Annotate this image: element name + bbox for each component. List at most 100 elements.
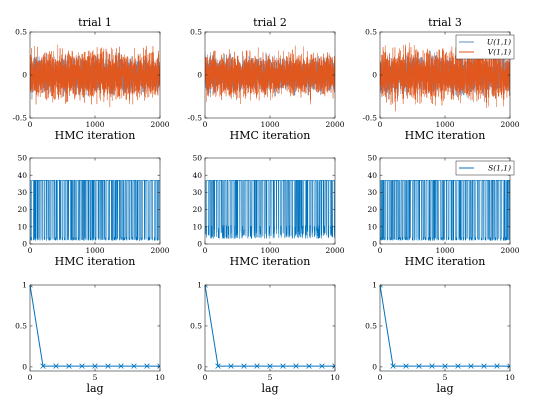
x-tick-label: 0: [203, 246, 208, 255]
x-tick-label: 0: [203, 373, 208, 382]
acf-marker-lag-5: [267, 363, 273, 369]
y-tick-label: 10: [17, 222, 27, 231]
y-tick-label: 30: [192, 188, 202, 197]
legend-label-V: V(1,1): [488, 48, 511, 57]
x-axis-label: lag: [86, 382, 103, 395]
y-tick-label: 0: [22, 363, 27, 372]
acf-marker-lag-8: [481, 363, 487, 369]
acf-marker-lag-1: [390, 363, 396, 369]
y-tick-label: 50: [192, 154, 202, 163]
x-tick-label: 2000: [325, 246, 344, 255]
plot-area: [30, 285, 160, 371]
y-tick-label: 0: [372, 363, 377, 372]
acf-marker-lag-0: [380, 285, 383, 288]
acf-marker-lag-2: [228, 363, 234, 369]
y-tick-label: 0.5: [15, 28, 27, 37]
series-group: [30, 285, 160, 369]
series-group: [205, 285, 335, 369]
acf-marker-lag-6: [455, 363, 461, 369]
x-axis-label: lag: [436, 382, 453, 395]
y-tick-label: 1: [197, 281, 202, 290]
y-tick-label: 0: [197, 71, 202, 80]
plot-area: [205, 285, 335, 371]
x-tick-label: 10: [155, 373, 165, 382]
x-tick-label: 2000: [500, 246, 519, 255]
series-line-S: [30, 180, 160, 242]
x-tick-label: 2000: [325, 120, 344, 129]
y-tick-label: 30: [17, 188, 27, 197]
y-tick-label: 0.5: [365, 28, 377, 37]
x-tick-label: 10: [505, 373, 515, 382]
x-tick-label: 0: [203, 120, 208, 129]
y-tick-label: 1: [372, 281, 377, 290]
acf-marker-lag-1: [40, 363, 46, 369]
legend-box: [455, 34, 515, 60]
legend: S(1,1): [455, 160, 515, 176]
acf-marker-lag-5: [92, 363, 98, 369]
acf-marker-lag-2: [53, 363, 59, 369]
x-axis-label: lag: [261, 382, 278, 395]
acf-marker-lag-0: [205, 285, 208, 288]
x-tick-label: 2000: [500, 120, 519, 129]
y-tick-label: 40: [17, 171, 27, 180]
y-tick-label: 0: [197, 240, 202, 249]
acf-marker-lag-5: [442, 363, 448, 369]
series-group: [30, 180, 160, 242]
y-tick-label: 10: [367, 222, 377, 231]
x-axis-label: HMC iteration: [230, 129, 311, 142]
series-line-V-2: [380, 42, 510, 112]
legend-box: [455, 160, 515, 176]
acf-marker-lag-3: [416, 363, 422, 369]
y-tick-label: -0.5: [13, 114, 28, 123]
acf-marker-lag-8: [306, 363, 312, 369]
y-tick-label: 0.5: [15, 322, 27, 331]
x-tick-label: 1000: [260, 246, 279, 255]
x-tick-label: 1000: [435, 120, 454, 129]
y-tick-label: 40: [192, 171, 202, 180]
acf-marker-lag-6: [280, 363, 286, 369]
acf-marker-lag-3: [66, 363, 72, 369]
acf-marker-lag-7: [293, 363, 299, 369]
legend-label-U: U(1,1): [487, 38, 511, 47]
x-tick-label: 0: [28, 246, 33, 255]
y-tick-label: 30: [367, 188, 377, 197]
y-tick-label: 10: [192, 222, 202, 231]
series-line-S: [205, 180, 335, 239]
acf-marker-lag-7: [118, 363, 124, 369]
x-axis-label: HMC iteration: [55, 129, 136, 142]
panel-title: trial 3: [428, 16, 462, 29]
acf-marker-lag-9: [319, 363, 325, 369]
x-tick-label: 5: [443, 373, 448, 382]
x-tick-label: 0: [28, 120, 33, 129]
acf-marker-lag-2: [403, 363, 409, 369]
y-tick-label: 50: [17, 154, 27, 163]
x-tick-label: 2000: [150, 120, 169, 129]
series-group: [380, 42, 510, 112]
y-tick-label: 50: [367, 154, 377, 163]
panel-acf-1: 0 5 10 0 0.5 1 lag: [15, 281, 165, 395]
series-group: [380, 285, 510, 369]
acf-marker-lag-4: [79, 363, 85, 369]
x-axis-label: HMC iteration: [405, 129, 486, 142]
x-tick-label: 1000: [435, 246, 454, 255]
series-line-S: [380, 180, 510, 242]
plot-area: [380, 285, 510, 371]
x-axis-label: HMC iteration: [230, 255, 311, 268]
y-tick-label: 0.5: [365, 322, 377, 331]
acf-marker-lag-9: [144, 363, 150, 369]
panel-title: trial 2: [253, 16, 287, 29]
y-tick-label: 0: [197, 363, 202, 372]
y-tick-label: 1: [22, 281, 27, 290]
x-axis-label: HMC iteration: [55, 255, 136, 268]
series-line-V-2: [30, 44, 160, 108]
x-axis-label: HMC iteration: [405, 255, 486, 268]
x-tick-label: 5: [93, 373, 98, 382]
x-tick-label: 0: [28, 373, 33, 382]
series-group: [205, 180, 335, 239]
panel-title: trial 1: [78, 16, 112, 29]
series-group: [205, 45, 335, 105]
acf-marker-lag-6: [105, 363, 111, 369]
